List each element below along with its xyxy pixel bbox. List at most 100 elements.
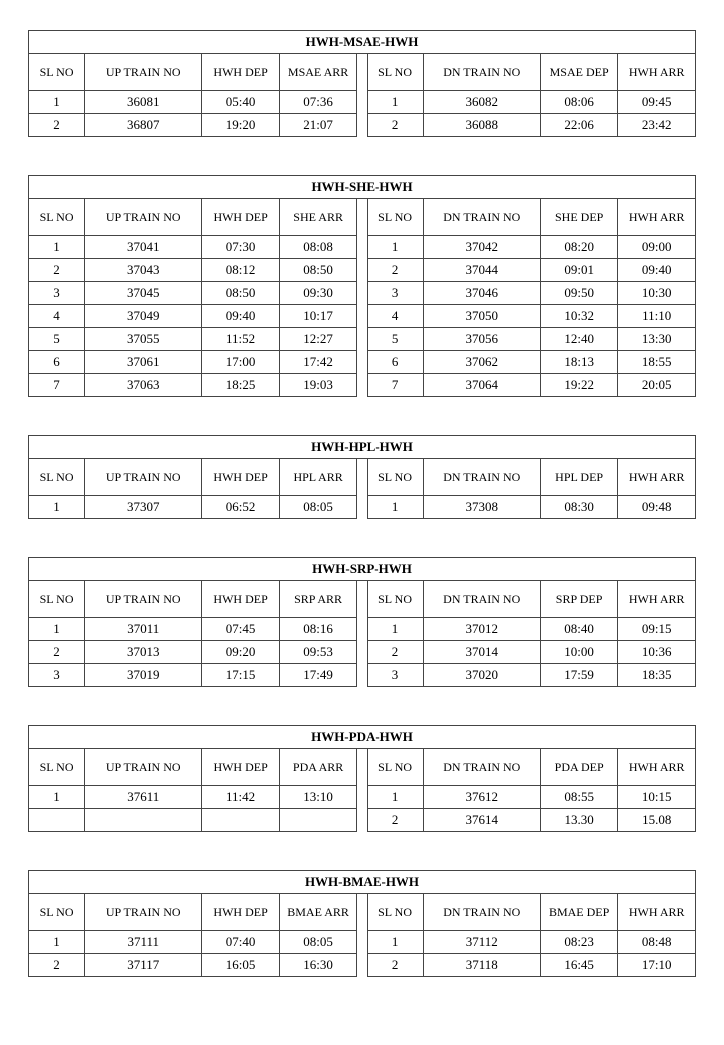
header-dn-1: DN TRAIN NO: [423, 199, 540, 236]
table-row: 13711107:4008:0513711208:2308:48: [29, 931, 696, 954]
header-up-2: HWH DEP: [202, 54, 280, 91]
table-row: 13730706:5208:0513730808:3009:48: [29, 496, 696, 519]
cell-up: 07:36: [279, 91, 357, 114]
cell-up: 6: [29, 351, 85, 374]
cell-up: 4: [29, 305, 85, 328]
cell-dn: 2: [367, 641, 423, 664]
cell-up: 1: [29, 496, 85, 519]
cell-up: 36807: [85, 114, 202, 137]
header-dn-2: SHE DEP: [540, 199, 618, 236]
table-row: 13608105:4007:3613608208:0609:45: [29, 91, 696, 114]
cell-up: 08:16: [279, 618, 356, 641]
cell-dn: 1: [367, 91, 423, 114]
cell-dn: 37612: [423, 786, 540, 809]
cell-dn: 08:40: [540, 618, 617, 641]
table-row: 33701917:1517:4933702017:5918:35: [29, 664, 696, 687]
cell-up: 2: [29, 954, 85, 977]
header-up-2: HWH DEP: [202, 894, 280, 931]
cell-up: [85, 809, 202, 832]
cell-up: 5: [29, 328, 85, 351]
header-dn-3: HWH ARR: [618, 894, 696, 931]
cell-dn: 13:30: [618, 328, 696, 351]
cell-up: 21:07: [279, 114, 357, 137]
cell-up: 13:10: [279, 786, 357, 809]
cell-up: 12:27: [279, 328, 357, 351]
table-title: HWH-SHE-HWH: [29, 176, 696, 199]
cell-up: 37055: [85, 328, 202, 351]
cell-up: 09:53: [279, 641, 356, 664]
column-spacer: [357, 54, 367, 91]
header-dn-0: SL NO: [367, 199, 423, 236]
cell-up: 08:05: [279, 496, 357, 519]
header-up-3: SHE ARR: [279, 199, 357, 236]
column-spacer: [357, 305, 367, 328]
cell-up: 37045: [85, 282, 202, 305]
header-dn-1: DN TRAIN NO: [423, 894, 540, 931]
cell-up: 16:05: [202, 954, 280, 977]
header-dn-3: HWH ARR: [618, 199, 696, 236]
cell-dn: 12:40: [540, 328, 618, 351]
cell-up: 07:30: [202, 236, 280, 259]
header-up-1: UP TRAIN NO: [85, 199, 202, 236]
cell-up: [202, 809, 280, 832]
table-row: 13701107:4508:1613701208:4009:15: [29, 618, 696, 641]
header-up-2: HWH DEP: [202, 199, 280, 236]
timetable-0: HWH-MSAE-HWHSL NOUP TRAIN NOHWH DEPMSAE …: [28, 30, 696, 137]
cell-dn: 37044: [423, 259, 540, 282]
cell-up: [29, 809, 85, 832]
cell-up: 7: [29, 374, 85, 397]
header-up-0: SL NO: [29, 54, 85, 91]
table-row: 63706117:0017:4263706218:1318:55: [29, 351, 696, 374]
cell-up: 37117: [85, 954, 202, 977]
header-dn-3: HWH ARR: [618, 54, 696, 91]
cell-up: 37019: [85, 664, 202, 687]
cell-dn: 1: [367, 618, 423, 641]
cell-up: 1: [29, 931, 85, 954]
timetable-1: HWH-SHE-HWHSL NOUP TRAIN NOHWH DEPSHE AR…: [28, 175, 696, 397]
header-up-1: UP TRAIN NO: [85, 894, 202, 931]
header-up-1: UP TRAIN NO: [85, 54, 202, 91]
table-title: HWH-HPL-HWH: [29, 436, 696, 459]
cell-dn: 08:23: [540, 931, 618, 954]
column-spacer: [357, 374, 367, 397]
table-row: 23704308:1208:5023704409:0109:40: [29, 259, 696, 282]
cell-up: 11:42: [202, 786, 280, 809]
table-title: HWH-SRP-HWH: [29, 558, 696, 581]
cell-dn: 09:15: [618, 618, 696, 641]
header-up-0: SL NO: [29, 199, 85, 236]
cell-dn: 1: [367, 931, 423, 954]
cell-up: 37043: [85, 259, 202, 282]
cell-up: 07:40: [202, 931, 280, 954]
cell-up: 19:03: [279, 374, 357, 397]
header-dn-2: BMAE DEP: [540, 894, 618, 931]
cell-up: 37011: [85, 618, 202, 641]
header-dn-2: SRP DEP: [540, 581, 617, 618]
cell-up: 37061: [85, 351, 202, 374]
cell-up: 2: [29, 259, 85, 282]
table-row: 53705511:5212:2753705612:4013:30: [29, 328, 696, 351]
column-spacer: [357, 328, 367, 351]
cell-dn: 22:06: [540, 114, 618, 137]
header-dn-1: DN TRAIN NO: [423, 54, 540, 91]
column-spacer: [357, 91, 367, 114]
column-spacer: [357, 641, 367, 664]
cell-dn: 09:00: [618, 236, 696, 259]
cell-up: 07:45: [202, 618, 279, 641]
table-title: HWH-BMAE-HWH: [29, 871, 696, 894]
header-up-1: UP TRAIN NO: [85, 749, 202, 786]
header-dn-0: SL NO: [367, 894, 423, 931]
cell-dn: 08:06: [540, 91, 618, 114]
cell-dn: 17:10: [618, 954, 696, 977]
cell-up: 18:25: [202, 374, 280, 397]
cell-dn: 09:40: [618, 259, 696, 282]
cell-dn: 10:00: [540, 641, 617, 664]
cell-up: 2: [29, 641, 85, 664]
cell-up: 2: [29, 114, 85, 137]
cell-dn: 10:36: [618, 641, 696, 664]
cell-dn: 37020: [423, 664, 540, 687]
cell-up: 1: [29, 91, 85, 114]
cell-dn: 09:50: [540, 282, 618, 305]
table-row: 23680719:2021:0723608822:0623:42: [29, 114, 696, 137]
cell-dn: 37064: [423, 374, 540, 397]
column-spacer: [357, 954, 367, 977]
